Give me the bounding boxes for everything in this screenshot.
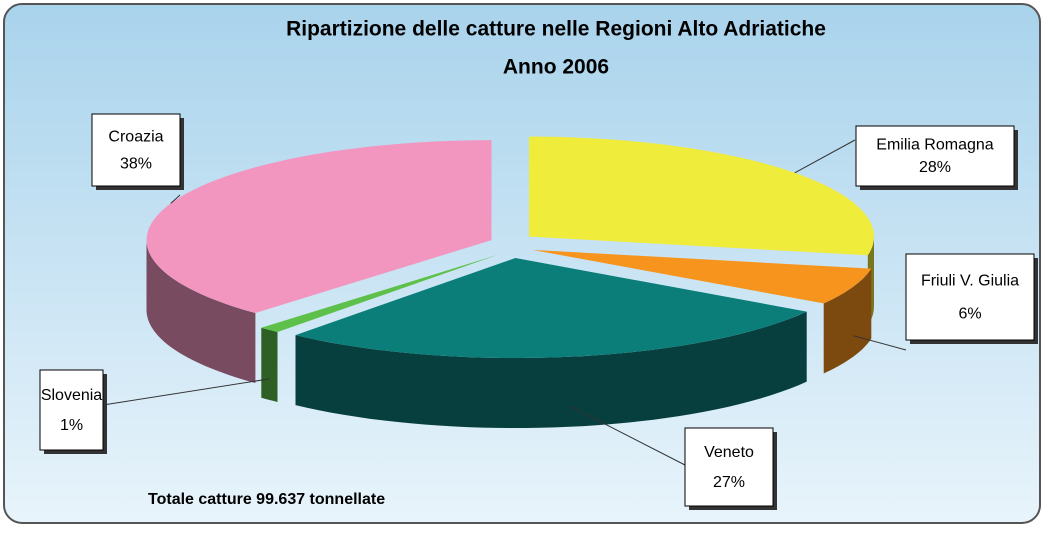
leader-line (170, 194, 181, 204)
label-value: 1% (60, 417, 83, 434)
label-category: Veneto (704, 444, 754, 461)
pie (146, 136, 874, 428)
leader-line (853, 335, 907, 351)
chart-subtitle: Anno 2006 (503, 56, 609, 79)
label-category: Croazia (108, 128, 163, 145)
slice (529, 136, 874, 256)
slice (261, 254, 498, 332)
label-value: 28% (919, 159, 951, 176)
label-box (39, 369, 104, 451)
label-category: Friuli V. Giulia (921, 273, 1019, 290)
leader-line (794, 139, 856, 174)
slice-side (146, 240, 256, 383)
leader-line (569, 405, 686, 466)
slice (295, 258, 807, 358)
slice-side (823, 268, 872, 374)
slice-side (295, 311, 807, 428)
labels: Emilia Romagna 28% Friuli V. Giulia 6% Venet… (39, 113, 1038, 510)
label-box (91, 113, 181, 187)
chart-title: Ripartizione delle catture nelle Regioni… (286, 18, 826, 41)
slice-side (261, 327, 278, 402)
label-box (855, 125, 1015, 187)
label-category: Slovenia (41, 387, 102, 404)
label-category: Emilia Romagna (876, 136, 993, 153)
label-value: 38% (120, 156, 152, 173)
annotation: Totale catture 99.637 tonnellate (148, 491, 385, 508)
leader-line (102, 378, 270, 406)
label-value: 27% (713, 474, 745, 491)
slice (532, 249, 872, 304)
label-value: 6% (958, 305, 981, 322)
slice (146, 140, 492, 313)
label-box (905, 253, 1035, 341)
label-box (684, 427, 774, 507)
